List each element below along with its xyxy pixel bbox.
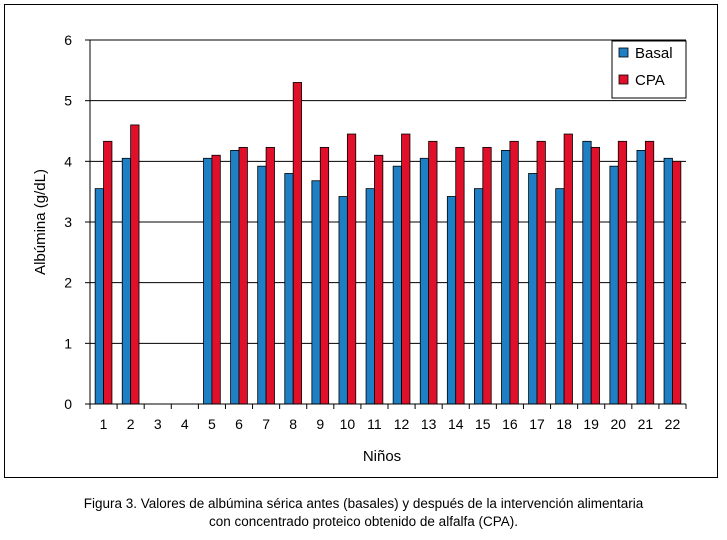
bar-cpa-6 — [238, 146, 248, 405]
legend: Basal CPA — [611, 40, 687, 99]
bar-cpa-5 — [211, 154, 221, 405]
bar-basal-15 — [474, 188, 484, 405]
caption-line-1: Figura 3. Valores de albúmina sérica ant… — [83, 496, 644, 511]
y-tick-label: 0 — [64, 396, 72, 412]
x-tick-label: 20 — [610, 416, 626, 432]
bar-basal-18 — [555, 188, 565, 405]
bar-cpa-11 — [374, 154, 384, 405]
bar-cpa-10 — [346, 133, 357, 405]
x-tick-label: 11 — [367, 416, 382, 432]
x-tick-label: 19 — [583, 416, 599, 432]
bar-basal-17 — [528, 173, 538, 405]
bar-basal-8 — [284, 173, 294, 405]
bar-basal-6 — [230, 150, 240, 405]
caption-line-2: con concentrado proteico obtenido de alf… — [209, 514, 518, 529]
x-tick-label: 8 — [289, 416, 297, 432]
bar-basal-13 — [419, 157, 430, 405]
bar-cpa-2 — [130, 124, 140, 405]
bar-basal-5 — [203, 157, 213, 405]
legend-swatch-basal — [618, 47, 629, 58]
bar-basal-9 — [311, 180, 321, 405]
x-tick-label: 7 — [262, 416, 270, 432]
bar-cpa-20 — [617, 140, 628, 405]
x-tick-label: 9 — [316, 416, 324, 432]
bar-cpa-1 — [103, 140, 113, 405]
legend-label-basal: Basal — [635, 45, 673, 62]
y-tick-labels: 0 1 2 3 4 5 6 — [64, 32, 90, 412]
bar-basal-10 — [338, 196, 348, 405]
bar-cpa-19 — [590, 146, 600, 405]
x-tick-label: 14 — [448, 416, 464, 432]
x-tick-label: 1 — [100, 416, 108, 432]
x-tick-label: 21 — [638, 416, 654, 432]
bar-basal-2 — [121, 157, 132, 405]
y-tick-label: 1 — [64, 335, 72, 351]
legend-swatch-cpa — [618, 74, 629, 85]
y-tick-label: 6 — [64, 32, 72, 48]
bar-cpa-12 — [401, 133, 411, 405]
bar-basal-19 — [582, 140, 592, 405]
x-tick-label: 5 — [208, 416, 216, 432]
x-tick-label: 3 — [154, 416, 162, 432]
x-tick-label: 12 — [394, 416, 410, 432]
y-tick-label: 4 — [64, 153, 72, 169]
bar-cpa-13 — [428, 140, 438, 405]
bar-cpa-8 — [292, 82, 302, 405]
x-tick-label: 16 — [502, 416, 518, 432]
bar-cpa-22 — [672, 160, 682, 405]
bar-cpa-21 — [644, 140, 655, 405]
bar-basal-22 — [663, 157, 673, 405]
bar-basal-21 — [636, 150, 646, 405]
bar-cpa-16 — [509, 140, 519, 405]
bar-cpa-18 — [563, 133, 573, 405]
bars — [94, 82, 682, 405]
bar-basal-11 — [365, 188, 375, 405]
x-tick-label: 22 — [665, 416, 681, 432]
bar-basal-12 — [392, 165, 402, 405]
x-tick-labels: 1 2 3 4 5 6 7 8 9 10 11 12 13 14 15 16 17 18 19 20 21 22 — [100, 416, 681, 432]
bar-cpa-9 — [319, 146, 330, 405]
y-tick-label: 3 — [64, 214, 72, 230]
x-axis-label: Niños — [363, 448, 401, 465]
bar-basal-16 — [501, 150, 511, 405]
bar-basal-14 — [446, 196, 457, 405]
x-tick-label: 10 — [340, 416, 356, 432]
bar-cpa-15 — [482, 146, 492, 405]
bar-cpa-17 — [536, 140, 546, 405]
x-tick-label: 13 — [421, 416, 437, 432]
x-tick-label: 4 — [181, 416, 189, 432]
x-tick-label: 17 — [529, 416, 545, 432]
x-tick-label: 6 — [235, 416, 243, 432]
bar-cpa-14 — [455, 146, 465, 405]
x-tick-label: 18 — [556, 416, 572, 432]
bar-basal-20 — [609, 165, 619, 405]
y-tick-label: 2 — [64, 275, 72, 291]
y-axis-label: Albúmina (g/dL) — [32, 169, 49, 275]
bar-basal-1 — [94, 188, 104, 405]
y-tick-label: 5 — [64, 93, 72, 109]
x-tick-label: 2 — [127, 416, 135, 432]
bar-cpa-7 — [265, 146, 275, 405]
bar-basal-7 — [257, 165, 267, 405]
chart-frame — [4, 4, 718, 478]
figure-caption: Figura 3. Valores de albúmina sérica ant… — [0, 495, 727, 531]
x-tick-label: 15 — [475, 416, 491, 432]
legend-label-cpa: CPA — [635, 72, 665, 89]
